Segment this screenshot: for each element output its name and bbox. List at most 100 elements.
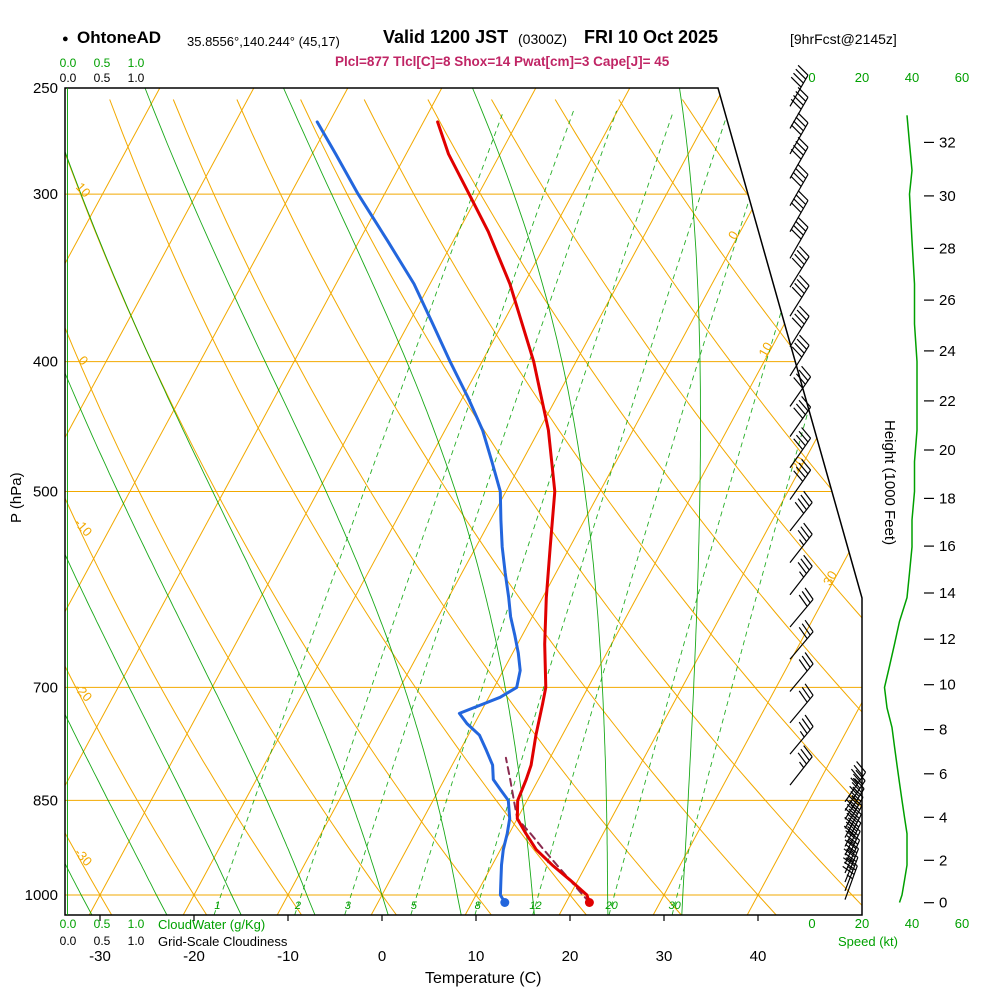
- svg-text:-30: -30: [89, 948, 111, 965]
- svg-text:30: 30: [939, 188, 956, 205]
- svg-text:1000: 1000: [25, 887, 58, 904]
- height-axis-label: Height (1000 Feet): [881, 420, 898, 546]
- station-marker-icon: ●: [62, 33, 69, 45]
- svg-text:0: 0: [378, 948, 386, 965]
- svg-text:2: 2: [294, 900, 301, 912]
- svg-text:22: 22: [939, 393, 956, 410]
- temperature-curve: [436, 120, 591, 904]
- svg-text:20: 20: [604, 900, 618, 912]
- svg-text:30: 30: [656, 948, 673, 965]
- svg-text:300: 300: [33, 186, 58, 203]
- svg-text:0.5: 0.5: [94, 71, 111, 85]
- mixing-ratio-labels: 1 2 3 5 8 12 20 30: [214, 900, 681, 912]
- svg-text:14: 14: [939, 585, 956, 602]
- svg-text:0.5: 0.5: [94, 56, 111, 70]
- pressure-axis-label: P (hPa): [8, 472, 25, 523]
- svg-text:500: 500: [33, 484, 58, 501]
- svg-text:8: 8: [939, 722, 947, 739]
- svg-text:0.0: 0.0: [60, 56, 77, 70]
- svg-text:2: 2: [939, 852, 947, 869]
- svg-text:1.0: 1.0: [128, 56, 145, 70]
- station-coords: 35.8556°,140.244° (45,17): [187, 34, 340, 49]
- valid-time-z: (0300Z): [518, 31, 568, 47]
- dewpoint-curve: [315, 120, 522, 904]
- svg-text:0: 0: [808, 70, 815, 85]
- svg-text:5: 5: [411, 900, 418, 912]
- forecast-info: [9hrFcst@2145z]: [790, 31, 897, 47]
- wind-speed-curve: [883, 115, 918, 903]
- valid-time-label: Valid 1200 JST: [383, 27, 509, 47]
- svg-text:28: 28: [939, 240, 956, 257]
- temperature-axis-label: Temperature (C): [425, 970, 542, 987]
- svg-text:3: 3: [345, 900, 352, 912]
- svg-text:0: 0: [939, 895, 947, 912]
- svg-text:60: 60: [955, 916, 969, 931]
- svg-text:24: 24: [939, 343, 956, 360]
- svg-text:1.0: 1.0: [128, 934, 145, 948]
- svg-text:10: 10: [755, 340, 775, 360]
- svg-text:40: 40: [905, 916, 919, 931]
- svg-text:0.0: 0.0: [60, 71, 77, 85]
- surface-dewpoint-dot: [500, 898, 510, 907]
- svg-text:0: 0: [75, 353, 91, 368]
- sounding-profiles: [315, 120, 594, 907]
- svg-text:40: 40: [750, 948, 767, 965]
- svg-text:0.5: 0.5: [94, 917, 111, 931]
- plot-frame: [64, 87, 863, 916]
- mixing-ratio-lines: [213, 110, 862, 915]
- svg-text:20: 20: [855, 916, 869, 931]
- svg-text:0.0: 0.0: [60, 934, 77, 948]
- svg-text:850: 850: [33, 792, 58, 809]
- moist-adiabat-lines: [65, 88, 701, 915]
- pressure-axis: 250 300 400 500 700 850 1000: [25, 80, 58, 904]
- svg-text:32: 32: [939, 134, 956, 151]
- parcel-path: [504, 756, 591, 904]
- svg-text:250: 250: [33, 80, 58, 97]
- svg-text:700: 700: [33, 679, 58, 696]
- svg-text:12: 12: [529, 900, 541, 912]
- svg-text:-20: -20: [71, 680, 95, 704]
- cloudiness-scale-label: Grid-Scale Cloudiness: [158, 934, 288, 949]
- temperature-axis: -30 -20 -10 0 10 20 30 40: [89, 915, 766, 965]
- svg-text:-20: -20: [183, 948, 205, 965]
- svg-text:20: 20: [855, 70, 869, 85]
- svg-text:4: 4: [939, 809, 947, 826]
- svg-text:16: 16: [939, 538, 956, 555]
- svg-text:1.0: 1.0: [128, 71, 145, 85]
- speed-axis-label: Speed (kt): [838, 934, 898, 949]
- cloudwater-scale-label: CloudWater (g/Kg): [158, 917, 266, 932]
- wind-barbs: [789, 64, 867, 900]
- svg-text:1: 1: [214, 900, 220, 912]
- svg-text:60: 60: [955, 70, 969, 85]
- station-name: OhtoneAD: [77, 28, 162, 47]
- isobar-lines: [65, 193, 862, 896]
- cloud-scales: 0.00.00.00.00.50.50.50.51.01.01.01.0: [60, 56, 145, 948]
- surface-temperature-dot: [584, 898, 594, 907]
- svg-text:20: 20: [562, 948, 579, 965]
- valid-date: FRI 10 Oct 2025: [584, 27, 719, 47]
- svg-text:20: 20: [788, 454, 808, 474]
- svg-text:10: 10: [468, 948, 485, 965]
- svg-text:0: 0: [808, 916, 815, 931]
- stability-indices: Plcl=877 Tlcl[C]=8 Shox=14 Pwat[cm]=3 Ca…: [335, 54, 670, 69]
- svg-text:30: 30: [820, 568, 840, 588]
- svg-text:12: 12: [939, 631, 956, 648]
- svg-text:1.0: 1.0: [128, 917, 145, 931]
- svg-text:0.5: 0.5: [94, 934, 111, 948]
- svg-text:-10: -10: [277, 948, 299, 965]
- svg-text:30: 30: [668, 900, 681, 912]
- svg-text:6: 6: [939, 766, 947, 783]
- svg-text:18: 18: [939, 490, 956, 507]
- svg-text:10: 10: [939, 677, 956, 694]
- svg-text:20: 20: [939, 442, 956, 459]
- svg-text:8: 8: [475, 900, 482, 912]
- svg-text:-30: -30: [71, 845, 95, 869]
- svg-text:40: 40: [905, 70, 919, 85]
- svg-text:400: 400: [33, 354, 58, 371]
- svg-text:26: 26: [939, 292, 956, 309]
